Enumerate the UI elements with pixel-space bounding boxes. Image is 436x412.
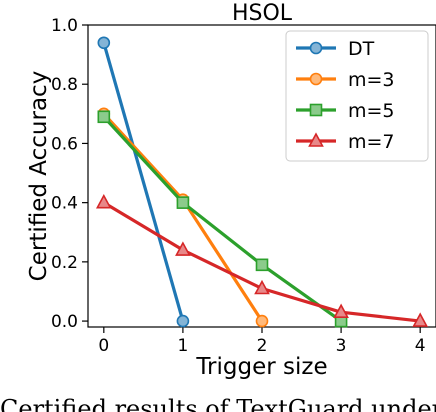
y-tick-label: 0.0 — [51, 312, 78, 332]
legend-label-m-7: m=7 — [348, 131, 395, 153]
x-tick-label: 1 — [177, 336, 188, 356]
x-tick-label: 0 — [98, 336, 109, 356]
legend-marker-dt — [309, 41, 323, 55]
legend-label-dt: DT — [348, 38, 375, 60]
chart-title: HSOL — [232, 1, 293, 26]
legend-marker-m-3 — [309, 72, 323, 86]
line-chart: HSOL 0.0 0.2 0.4 0.6 0.8 1.0 0 1 2 3 4 Trigger si… — [26, 1, 436, 380]
legend-marker-m-5 — [309, 103, 323, 117]
y-tick-label: 0.4 — [51, 194, 78, 214]
data-point-m-5 — [255, 258, 269, 272]
y-axis-label: Certified Accuracy — [26, 71, 52, 282]
data-point-m-7 — [175, 241, 191, 256]
x-tick-label: 3 — [336, 336, 347, 356]
data-point-m-5 — [176, 196, 190, 209]
caption-text: Certified results of TextGuard under the — [0, 395, 436, 412]
legend-frame — [285, 30, 429, 162]
data-point-m-5 — [97, 110, 111, 124]
data-point-dt — [97, 36, 111, 50]
y-tick-label: 0.6 — [51, 134, 78, 154]
series-group — [95, 36, 429, 328]
data-point-m-7 — [254, 279, 270, 295]
x-tick-label: 4 — [415, 336, 426, 356]
legend-label-m-5: m=5 — [348, 100, 395, 122]
figure-caption: Certified results of TextGuard under the — [0, 385, 436, 412]
x-tick-label: 2 — [257, 336, 268, 356]
series-line-m-5 — [102, 115, 343, 323]
x-axis-ticks: 0 1 2 3 4 — [98, 327, 426, 356]
data-point-m-7 — [412, 312, 429, 327]
series-line-dt — [102, 42, 185, 322]
legend: DT m=3 m=5 m=7 — [285, 30, 429, 162]
y-tick-label: 0.8 — [51, 75, 78, 95]
data-point-m-3 — [255, 314, 269, 328]
data-point-m-7 — [95, 193, 112, 209]
y-tick-label: 0.2 — [51, 253, 78, 273]
y-axis-ticks: 0.0 0.2 0.4 0.6 0.8 1.0 — [51, 16, 88, 332]
legend-marker-m-7 — [308, 132, 324, 147]
data-point-m-7 — [333, 303, 349, 318]
y-tick-label: 1.0 — [51, 16, 78, 36]
data-point-dt — [176, 314, 190, 328]
x-axis-label: Trigger size — [195, 354, 327, 380]
legend-label-m-3: m=3 — [348, 69, 395, 91]
